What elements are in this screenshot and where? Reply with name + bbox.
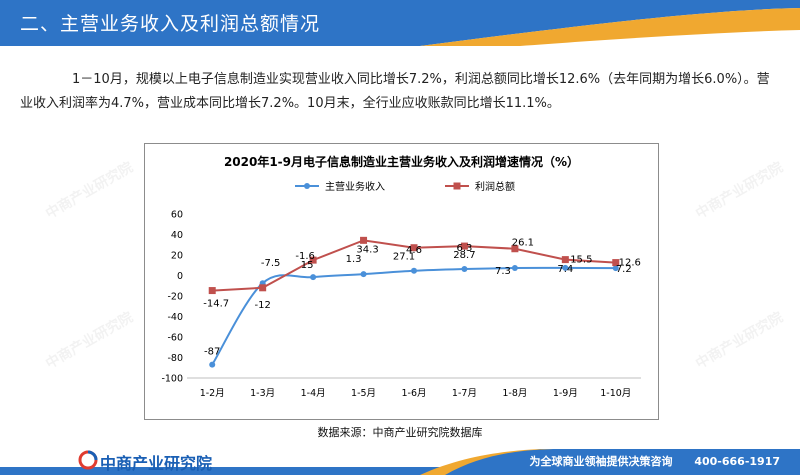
data-label: 4.6: [406, 245, 422, 256]
y-tick-label: -80: [167, 353, 183, 364]
page-title: 二、主营业务收入及利润总额情况: [20, 13, 321, 35]
brand-logo-icon: [78, 450, 98, 470]
watermark: 中商产业研究院: [693, 159, 786, 223]
y-tick-label: -20: [167, 292, 183, 303]
legend-marker: [453, 182, 461, 190]
x-tick-label: 1-3月: [250, 388, 275, 399]
data-point: [460, 242, 468, 250]
data-point: [461, 266, 468, 273]
header-bar: 二、主营业务收入及利润总额情况: [0, 0, 800, 46]
line-chart: 2020年1-9月电子信息制造业主营业务收入及利润增速情况（%） 主营业务收入 利润…: [161, 154, 641, 399]
x-tick-label: 1-4月: [301, 388, 326, 399]
watermark: 中商产业研究院: [693, 309, 786, 373]
chart-container: 2020年1-9月电子信息制造业主营业务收入及利润增速情况（%） 主营业务收入 利润…: [144, 143, 659, 420]
x-tick-label: 1-9月: [553, 388, 578, 399]
data-label: 1.3: [346, 254, 362, 265]
x-tick-label: 1-5月: [351, 388, 376, 399]
legend-label: 利润总额: [475, 180, 515, 193]
data-label: 28.7: [453, 250, 475, 261]
data-label: -7.5: [261, 258, 281, 269]
data-point: [612, 259, 620, 267]
data-label: 6.3: [456, 243, 472, 254]
data-label: -1.6: [295, 251, 315, 262]
data-point: [561, 256, 569, 264]
data-label: 27.1: [393, 252, 415, 263]
footer-slogan-text: 为全球商业领袖提供决策咨询: [529, 455, 673, 468]
data-point: [562, 264, 569, 271]
data-label: 15: [301, 260, 314, 271]
data-point: [310, 274, 317, 281]
y-tick-label: 0: [177, 271, 183, 282]
x-tick-label: 1-7月: [452, 388, 477, 399]
x-tick-label: 1-8月: [502, 388, 527, 399]
y-tick-label: -60: [167, 333, 183, 344]
data-label: -14.7: [203, 299, 229, 310]
data-point: [259, 284, 267, 292]
data-point: [360, 271, 367, 278]
data-point: [612, 265, 619, 272]
x-tick-label: 1-6月: [401, 388, 426, 399]
data-point: [309, 256, 317, 264]
data-point: [411, 267, 417, 274]
y-tick-label: 20: [171, 251, 183, 262]
data-label: 15.5: [570, 255, 592, 266]
footer-phone: 400-666-1917: [694, 455, 780, 468]
footer-bar: [0, 445, 800, 475]
data-label: 26.1: [512, 238, 534, 249]
chart-title: 2020年1-9月电子信息制造业主营业务收入及利润增速情况（%）: [224, 154, 579, 169]
header-background: [0, 0, 800, 46]
data-label: 7.3: [495, 266, 511, 277]
y-tick-label: 40: [171, 230, 183, 241]
watermark: 中商产业研究院: [43, 159, 136, 223]
data-source: 数据来源：中商产业研究院数据库: [317, 426, 483, 439]
data-label: -87: [204, 347, 220, 358]
data-point: [208, 287, 216, 295]
y-tick-label: -40: [167, 312, 183, 323]
data-point: [209, 361, 216, 368]
data-point: [410, 244, 418, 252]
y-tick-label: 60: [171, 210, 183, 221]
data-label: -12: [254, 300, 270, 311]
legend-label: 主营业务收入: [325, 180, 385, 193]
x-tick-label: 1-2月: [200, 388, 225, 399]
data-label: 7.2: [616, 264, 632, 275]
legend-marker: [304, 183, 310, 189]
data-point: [511, 265, 518, 272]
data-label: 12.6: [619, 258, 641, 269]
x-tick-label: 1-10月: [600, 388, 631, 399]
data-point: [360, 236, 368, 244]
data-label: 7.4: [557, 264, 573, 275]
y-tick-label: -100: [161, 374, 183, 385]
intro-paragraph: 1－10月，规模以上电子信息制造业实现营业收入同比增长7.2%，利润总额同比增长…: [20, 72, 770, 111]
footer-slogan: 为全球商业领袖提供决策咨询 400-666-1917: [511, 453, 780, 469]
footer-background: [0, 449, 800, 475]
watermark: 中商产业研究院: [43, 309, 136, 373]
data-point: [511, 245, 519, 253]
brand-name: 中商产业研究院: [100, 454, 213, 473]
data-label: 34.3: [356, 244, 378, 255]
